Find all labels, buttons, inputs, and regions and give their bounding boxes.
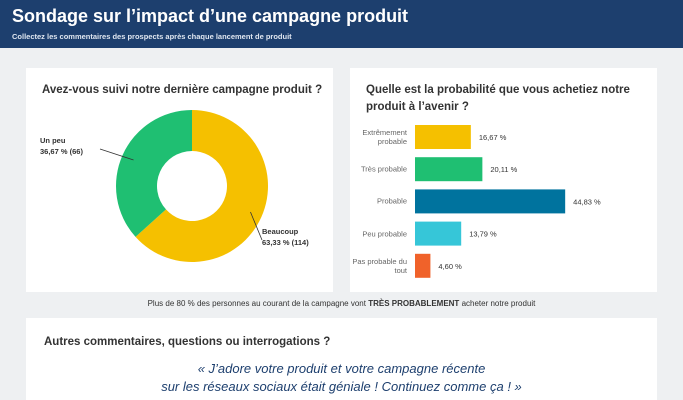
slice-label: Un peu [40, 136, 66, 145]
value-label: 16,67 % [479, 133, 507, 142]
pie-slice [115, 110, 192, 237]
bar [415, 189, 566, 214]
slice-label: Beaucoup [262, 227, 299, 236]
y-tick-label: Probable [376, 196, 407, 206]
slice-value-label: 36,67 % (66) [40, 147, 83, 156]
value-label: 4,60 % [438, 262, 462, 271]
comments-title: Autres commentaires, questions ou interr… [44, 336, 331, 348]
page-subtitle: Collectez les commentaires des prospects… [12, 32, 292, 41]
quote: « J’adore votre produit et votre campagn… [26, 360, 657, 396]
quote-line: sur les réseaux sociaux était géniale ! … [161, 379, 522, 394]
leader-line [250, 211, 263, 241]
footnote-text: Plus de 80 % des personnes au courant de… [147, 299, 366, 308]
leader-line [99, 148, 134, 161]
header: Sondage sur l’impact d’une campagne prod… [0, 0, 683, 48]
bar [415, 125, 471, 149]
bar [415, 221, 462, 246]
slice-value-label: 63,33 % (114) [262, 238, 309, 247]
footnote-emphasis: TRÈS PROBABLEMENT [368, 299, 460, 308]
page-title: Sondage sur l’impact d’une campagne prod… [12, 6, 409, 26]
bar [415, 253, 431, 278]
card: Quelle est la probabilité que vous achet… [350, 68, 657, 292]
y-tick-label: Très probable [361, 164, 407, 174]
chart-title: Quelle est la probabilité que vous achet… [366, 84, 630, 113]
bar [415, 157, 483, 182]
quote-line: « J’adore votre produit et votre campagn… [197, 361, 486, 376]
footnote-text: acheter notre produit [461, 299, 536, 308]
y-tick-label: Peu probable [362, 229, 407, 239]
y-tick-label: Pas probable du tout [352, 256, 407, 275]
value-label: 13,79 % [469, 230, 497, 239]
chart-title: Avez-vous suivi notre dernière campagne … [42, 84, 323, 96]
value-label: 44,83 % [573, 197, 601, 206]
footnote: Plus de 80 % des personnes au courant de… [0, 299, 683, 308]
pie-slice [135, 110, 268, 262]
value-label: 20,11 % [490, 165, 517, 174]
y-tick-label: Extrêmement probable [362, 128, 407, 146]
comments-card: Autres commentaires, questions ou interr… [26, 318, 657, 400]
